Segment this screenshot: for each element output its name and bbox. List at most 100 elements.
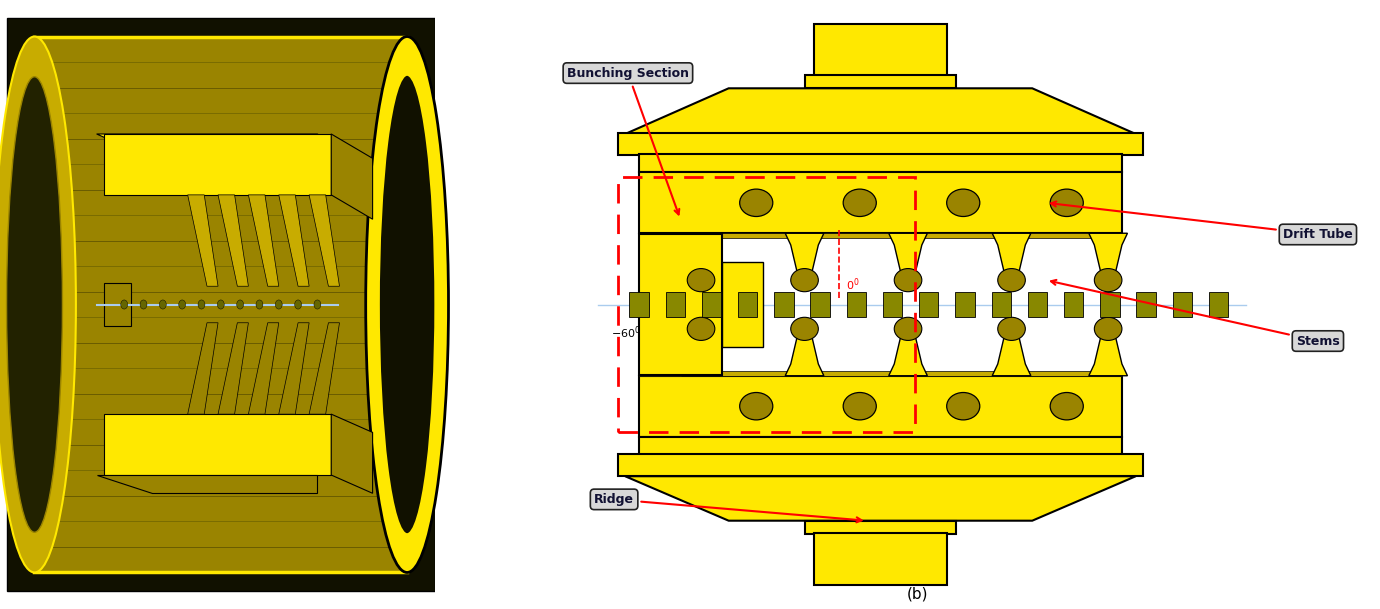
Ellipse shape bbox=[1050, 393, 1083, 420]
Bar bbox=[1100, 292, 1119, 317]
Ellipse shape bbox=[1094, 269, 1122, 292]
Ellipse shape bbox=[179, 300, 185, 309]
Polygon shape bbox=[889, 329, 927, 376]
Ellipse shape bbox=[378, 74, 436, 535]
Ellipse shape bbox=[687, 269, 715, 292]
Ellipse shape bbox=[843, 189, 876, 216]
Ellipse shape bbox=[7, 77, 62, 532]
Bar bbox=[629, 292, 649, 317]
Bar bbox=[1137, 292, 1156, 317]
Ellipse shape bbox=[843, 393, 876, 420]
Polygon shape bbox=[279, 323, 309, 414]
Bar bbox=[991, 292, 1012, 317]
Polygon shape bbox=[97, 134, 345, 152]
Bar bbox=[883, 292, 903, 317]
Polygon shape bbox=[188, 195, 218, 286]
Ellipse shape bbox=[998, 317, 1025, 340]
Bar bbox=[104, 414, 331, 475]
Polygon shape bbox=[279, 195, 309, 286]
Text: Drift Tube: Drift Tube bbox=[1052, 202, 1352, 241]
Polygon shape bbox=[682, 329, 720, 376]
Polygon shape bbox=[1089, 233, 1127, 280]
Ellipse shape bbox=[160, 300, 166, 309]
Bar bbox=[847, 292, 867, 317]
Bar bbox=[618, 133, 1143, 155]
Ellipse shape bbox=[276, 300, 282, 309]
Text: $-60^0$: $-60^0$ bbox=[611, 325, 642, 342]
Ellipse shape bbox=[791, 269, 818, 292]
Text: $0^0$: $0^0$ bbox=[846, 276, 860, 293]
Polygon shape bbox=[188, 323, 218, 414]
Bar bbox=[814, 533, 947, 585]
Bar bbox=[955, 292, 974, 317]
Ellipse shape bbox=[237, 300, 244, 309]
Polygon shape bbox=[785, 329, 824, 376]
Bar bbox=[722, 262, 763, 347]
Polygon shape bbox=[1089, 329, 1127, 376]
Ellipse shape bbox=[740, 393, 773, 420]
Ellipse shape bbox=[947, 393, 980, 420]
Text: Ridge: Ridge bbox=[595, 493, 861, 523]
Bar bbox=[639, 437, 1122, 455]
Ellipse shape bbox=[0, 37, 76, 572]
Polygon shape bbox=[625, 476, 1136, 521]
Text: (b): (b) bbox=[907, 586, 929, 601]
Polygon shape bbox=[992, 233, 1031, 280]
Bar bbox=[639, 376, 1122, 437]
Polygon shape bbox=[248, 323, 279, 414]
Polygon shape bbox=[331, 134, 373, 219]
Ellipse shape bbox=[315, 300, 320, 309]
Polygon shape bbox=[889, 233, 927, 280]
Bar bbox=[618, 454, 1143, 476]
Ellipse shape bbox=[141, 300, 146, 309]
Bar bbox=[104, 134, 331, 195]
Ellipse shape bbox=[687, 317, 715, 340]
Bar bbox=[774, 292, 793, 317]
Ellipse shape bbox=[740, 189, 773, 216]
Polygon shape bbox=[785, 233, 824, 280]
Bar bbox=[34, 37, 407, 572]
Ellipse shape bbox=[791, 317, 818, 340]
Bar bbox=[805, 521, 956, 534]
Polygon shape bbox=[625, 88, 1136, 134]
Bar bbox=[814, 24, 947, 76]
Text: Bunching Section: Bunching Section bbox=[567, 66, 689, 214]
Polygon shape bbox=[309, 323, 339, 414]
Ellipse shape bbox=[257, 300, 262, 309]
Bar bbox=[702, 292, 722, 317]
Ellipse shape bbox=[998, 269, 1025, 292]
Polygon shape bbox=[309, 195, 339, 286]
Text: Stems: Stems bbox=[1052, 280, 1340, 348]
Polygon shape bbox=[218, 323, 248, 414]
Ellipse shape bbox=[947, 189, 980, 216]
Bar bbox=[1173, 292, 1192, 317]
Ellipse shape bbox=[894, 269, 922, 292]
Bar bbox=[639, 234, 722, 375]
Bar bbox=[805, 75, 956, 88]
Bar bbox=[104, 283, 131, 326]
Bar bbox=[7, 18, 435, 591]
Bar bbox=[810, 292, 829, 317]
Bar bbox=[738, 292, 758, 317]
Bar bbox=[1209, 292, 1228, 317]
Polygon shape bbox=[218, 195, 248, 286]
Bar bbox=[919, 292, 938, 317]
Bar bbox=[618, 177, 915, 432]
Bar bbox=[1064, 292, 1083, 317]
Polygon shape bbox=[331, 414, 373, 493]
Bar bbox=[665, 292, 684, 317]
Ellipse shape bbox=[295, 300, 302, 309]
Polygon shape bbox=[682, 233, 720, 280]
Ellipse shape bbox=[121, 300, 127, 309]
Ellipse shape bbox=[894, 317, 922, 340]
Ellipse shape bbox=[218, 300, 224, 309]
Bar bbox=[1028, 292, 1047, 317]
Bar bbox=[639, 154, 1122, 172]
Polygon shape bbox=[248, 195, 279, 286]
Ellipse shape bbox=[199, 300, 204, 309]
Ellipse shape bbox=[1050, 189, 1083, 216]
Ellipse shape bbox=[366, 37, 449, 572]
Bar bbox=[639, 233, 1122, 238]
Bar bbox=[435, 0, 1380, 609]
Polygon shape bbox=[97, 475, 317, 493]
